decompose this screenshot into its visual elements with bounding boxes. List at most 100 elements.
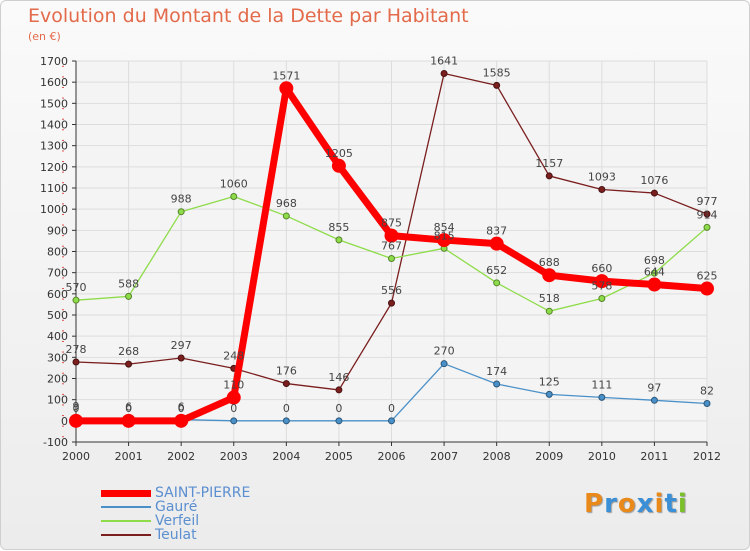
data-point [598,185,606,193]
data-label: 660 [591,262,612,275]
data-point [282,417,290,425]
data-label: 570 [66,281,87,294]
legend-swatch [101,520,151,522]
data-label: 815 [434,229,455,242]
data-label: 82 [700,384,714,397]
data-label: 688 [539,256,560,269]
legend-label: SAINT-PIERRE [155,485,251,501]
data-label: 248 [223,349,244,362]
data-point [542,268,557,283]
data-point [125,360,133,368]
y-tick-label: 500 [47,309,68,322]
data-point [650,269,658,277]
data-point [647,277,662,292]
data-label: 6 [125,401,132,414]
data-point [72,358,80,366]
x-tick-label: 2009 [535,450,563,463]
data-label: 270 [434,345,455,358]
data-point [125,292,133,300]
data-label: 0 [73,402,80,415]
data-point [230,192,238,200]
data-label: 125 [539,375,560,388]
y-tick-label: 1200 [40,161,68,174]
data-label: 588 [118,277,139,290]
x-tick-label: 2001 [115,450,143,463]
logo-letter: r [604,489,618,519]
data-point [230,417,238,425]
y-tick-label: 200 [47,373,68,386]
data-label: 518 [539,292,560,305]
legend-swatch [101,506,151,508]
data-point [650,189,658,197]
data-point [335,417,343,425]
data-point [489,236,504,251]
data-point [69,413,83,428]
y-tick-label: 600 [47,288,68,301]
data-point [703,210,711,218]
data-label: 698 [644,254,665,267]
y-tick-label: 1500 [40,97,68,110]
data-label: 968 [276,197,297,210]
data-label: 0 [230,402,237,415]
data-point [545,172,553,180]
x-tick-label: 2011 [640,450,668,463]
data-point [177,208,185,216]
data-point [72,296,80,304]
y-tick-label: 800 [47,246,68,259]
data-label: 1641 [430,54,458,67]
data-label: 1076 [640,174,668,187]
data-point [598,393,606,401]
data-label: 1205 [325,147,353,160]
logo-letter: t [664,489,678,519]
data-point [650,396,658,404]
data-label: 111 [591,378,612,391]
data-label: 146 [328,371,349,384]
data-point [388,299,395,307]
x-tick-label: 2008 [483,450,511,463]
y-tick-label: 400 [47,330,68,343]
logo-letter: i [654,489,665,519]
data-point [437,233,452,248]
data-label: 278 [66,343,87,356]
data-label: 988 [171,193,192,206]
data-point [440,360,448,368]
data-label: 1585 [483,66,511,79]
y-tick-label: 700 [47,267,68,280]
data-label: 0 [335,402,342,415]
data-label: 1093 [588,170,616,183]
data-label: 0 [125,402,132,415]
data-label: 977 [697,195,718,208]
data-point [545,390,553,398]
data-label: 1157 [535,157,563,170]
legend-item: SAINT-PIERRE [101,486,250,500]
data-label: 875 [381,217,402,230]
data-label: 97 [647,381,661,394]
legend-label: Verfeil [155,513,200,529]
data-point [493,279,501,287]
x-tick-label: 2000 [62,450,90,463]
data-label: 556 [381,284,402,297]
proxiti-logo: Proxiti [584,489,688,519]
x-tick-label: 2006 [378,450,406,463]
data-point [121,413,136,428]
logo-letter: x [636,489,655,519]
data-label: 914 [697,208,718,221]
data-label: 855 [328,221,349,234]
data-label: 174 [486,365,507,378]
legend-swatch [101,489,151,497]
data-point [384,228,399,243]
logo-letter: o [617,489,637,519]
x-tick-label: 2007 [430,450,458,463]
data-label: 0 [388,402,395,415]
legend-label: Teulat [155,527,197,543]
legend-item: Verfeil [101,514,250,528]
data-point [703,399,711,407]
y-tick-label: -100 [43,436,68,449]
y-tick-label: 1100 [40,182,68,195]
legend-label: Gauré [155,499,198,515]
data-point [545,307,553,315]
y-tick-label: 300 [47,351,68,364]
x-tick-label: 2003 [220,450,248,463]
data-label: 652 [486,264,507,277]
